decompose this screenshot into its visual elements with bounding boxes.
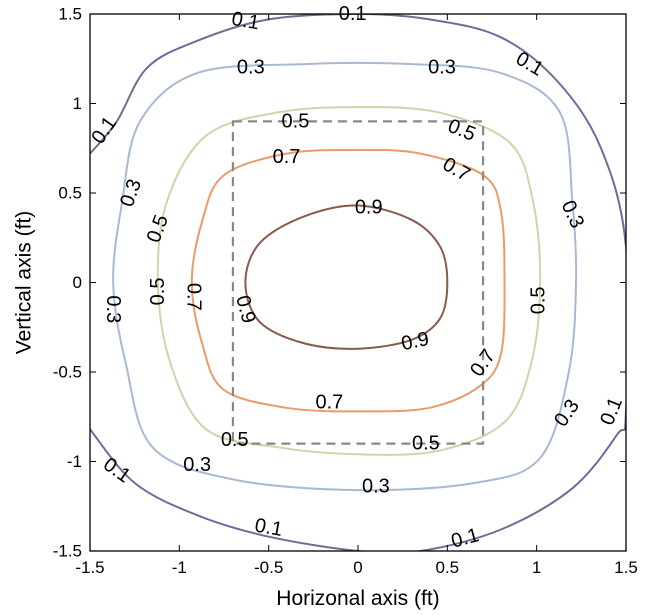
x-tick-label: 1.5 <box>614 558 638 577</box>
dashed-rectangle <box>231 120 485 445</box>
x-tick-label: -1 <box>172 558 187 577</box>
x-tick-label: -0.5 <box>254 558 283 577</box>
contour-label: 0.5 <box>412 433 440 455</box>
x-axis-ticks: -1.5 -1 -0.5 0 0.5 1 1.5 <box>75 14 638 577</box>
y-tick-label: 0 <box>73 273 82 292</box>
x-axis-label: Horizonal axis (ft) <box>276 587 439 610</box>
contour-label: 0.3 <box>102 295 124 323</box>
contour-line-0-1 <box>90 14 626 551</box>
contour-label: 0.1 <box>230 8 261 34</box>
y-tick-label: 1 <box>73 94 82 113</box>
x-tick-label: 0 <box>353 558 362 577</box>
y-axis-label: Vertical axis (ft) <box>13 211 36 355</box>
contour-label: 0.3 <box>362 476 390 498</box>
contour-label: 0.5 <box>282 110 310 132</box>
x-tick-label: 0.5 <box>436 558 460 577</box>
contour-label: 0.3 <box>428 57 456 79</box>
contour-line-0-3 <box>112 61 578 492</box>
x-tick-label: 1 <box>532 558 541 577</box>
contour-line-0-5 <box>156 106 542 456</box>
contour-label: 0.3 <box>183 454 211 476</box>
y-tick-label: -0.5 <box>53 363 82 382</box>
contour-label: 0.1 <box>253 514 284 540</box>
contour-label: 0.5 <box>147 278 169 306</box>
y-axis-ticks: -1.5 -1 -0.5 0 0.5 1 1.5 <box>53 5 626 561</box>
x-tick-label: -1.5 <box>75 558 104 577</box>
contour-label: 0.5 <box>527 286 549 314</box>
y-tick-label: 1.5 <box>58 5 82 24</box>
contour-line-0-7 <box>190 148 506 413</box>
contour-label: 0.7 <box>316 391 344 413</box>
contour-label: 0.3 <box>237 57 265 79</box>
y-tick-label: 0.5 <box>58 184 82 203</box>
contour-label: 0.5 <box>221 429 249 451</box>
contour-lines <box>90 14 626 551</box>
contour-line-0-9 <box>244 204 449 350</box>
y-tick-label: -1 <box>67 452 82 471</box>
contour-labels: 0.90.90.90.7 0.70.70.70.70.5 0.50.50.5 0.50… <box>87 3 627 553</box>
contour-label: 0.7 <box>183 283 205 311</box>
contour-label: 0.7 <box>273 146 301 168</box>
contour-label: 0.9 <box>355 196 383 218</box>
y-tick-label: -1.5 <box>53 542 82 561</box>
dashed-region <box>231 120 485 445</box>
